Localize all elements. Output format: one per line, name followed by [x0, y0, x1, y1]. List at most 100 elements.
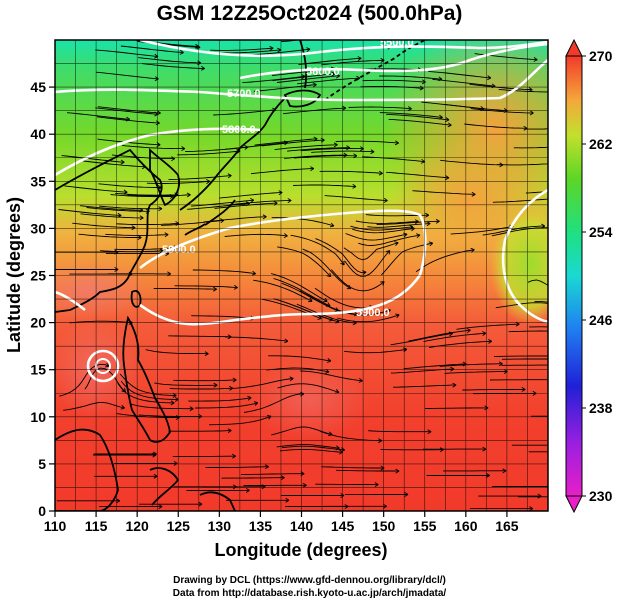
streamline-arrow	[172, 393, 177, 398]
streamline	[390, 332, 453, 346]
streamline-arrow	[482, 331, 487, 336]
streamline	[191, 315, 255, 319]
coast-philippines	[122, 315, 171, 443]
streamline-arrow	[374, 482, 379, 487]
streamline-arrow	[120, 404, 125, 410]
streamline	[290, 234, 345, 266]
streamline-arrow	[554, 354, 557, 358]
streamline-arrow	[329, 222, 335, 228]
streamline-arrow	[253, 401, 259, 406]
coast-new-guinea-west	[199, 491, 236, 511]
streamline	[296, 303, 357, 324]
streamline-arrow	[196, 44, 201, 50]
streamline	[469, 83, 533, 91]
contour-label-5600: 5600.0	[306, 66, 340, 78]
x-tick-label: 145	[331, 518, 355, 534]
streamline-arrow	[528, 87, 533, 92]
x-tick-label: 115	[85, 518, 108, 534]
streamline-arrow	[428, 241, 434, 247]
streamline	[403, 363, 467, 370]
streamline	[498, 88, 548, 93]
streamline	[335, 140, 399, 144]
streamline-arrow	[529, 110, 534, 116]
streamline-arrow	[179, 49, 184, 55]
streamline-arrow	[200, 65, 205, 71]
streamline	[192, 269, 256, 275]
streamline-arrow	[499, 162, 504, 168]
streamline	[130, 403, 194, 410]
x-tick-label: 155	[413, 518, 437, 534]
streamline-arrow	[533, 57, 538, 62]
streamline	[168, 335, 232, 338]
colorbar: 230 238 246 254 262 270	[565, 38, 613, 514]
streamline	[271, 217, 335, 227]
coastlines	[55, 40, 426, 511]
streamline-arrow	[152, 452, 157, 458]
contour-5700	[55, 58, 548, 102]
streamline	[225, 336, 288, 342]
streamline	[173, 379, 237, 382]
streamline-arrow	[414, 219, 419, 225]
coast-asia-mainland	[55, 148, 163, 313]
streamline-arrow	[280, 475, 285, 481]
streamline	[66, 112, 130, 120]
streamline	[355, 220, 419, 224]
streamline	[219, 192, 283, 199]
streamline-arrow	[558, 90, 561, 94]
streamline-arrow	[198, 501, 203, 507]
chart-title: GSM 12Z25Oct2024 (500.0hPa)	[156, 2, 463, 25]
streamline-arrow	[485, 473, 490, 478]
streamline	[513, 146, 548, 149]
streamline	[491, 227, 548, 237]
streamline	[277, 246, 332, 278]
streamline	[423, 332, 486, 343]
streamline-arrow	[283, 233, 288, 239]
contour-label-5700: 5700.0	[227, 88, 261, 100]
streamline-arrow	[284, 338, 289, 344]
streamline	[174, 285, 238, 289]
colorbar-tick-label: 262	[589, 136, 613, 152]
streamline	[210, 47, 274, 51]
streamline-arrow	[594, 305, 598, 309]
streamline	[61, 155, 125, 163]
contour-labels: 5500.0 5600.0 5700.0 5800.0 5900.0 5900.…	[162, 37, 414, 319]
streamline	[247, 48, 311, 56]
y-tick-label: 20	[30, 315, 46, 331]
streamline-arrow	[262, 214, 267, 220]
streamline-arrow	[264, 464, 269, 470]
streamline-arrow	[323, 297, 328, 303]
streamline-arrow	[346, 284, 352, 290]
wind-streamlines	[55, 40, 598, 511]
streamline	[154, 382, 218, 386]
streamline	[214, 202, 278, 209]
streamline	[97, 138, 161, 146]
streamline	[95, 71, 159, 80]
streamline-arrow	[213, 382, 218, 388]
streamline	[276, 444, 340, 449]
streamline-arrow	[116, 498, 121, 504]
streamline-arrow	[340, 447, 345, 453]
streamline	[273, 298, 333, 321]
streamline	[330, 269, 385, 292]
y-tick-label: 0	[38, 503, 46, 519]
streamline-arrow	[334, 307, 339, 312]
x-tick-label: 165	[495, 518, 519, 534]
streamline-arrow	[181, 146, 186, 151]
streamline	[138, 57, 201, 64]
streamline	[379, 75, 443, 80]
streamline	[444, 371, 508, 374]
streamline-arrow	[308, 297, 313, 303]
coast-kurils	[324, 40, 426, 101]
streamline	[168, 430, 232, 432]
streamline	[276, 75, 340, 83]
streamline-arrow	[357, 56, 362, 61]
colorbar-top-arrow	[565, 38, 583, 57]
streamline-arrow	[552, 197, 556, 201]
streamline-arrow	[584, 294, 588, 298]
streamline	[293, 184, 357, 188]
streamline	[195, 402, 258, 409]
streamline	[314, 287, 374, 309]
streamline-arrow	[301, 74, 306, 80]
contour-ring-typhoon	[86, 349, 120, 383]
streamline	[273, 278, 331, 307]
